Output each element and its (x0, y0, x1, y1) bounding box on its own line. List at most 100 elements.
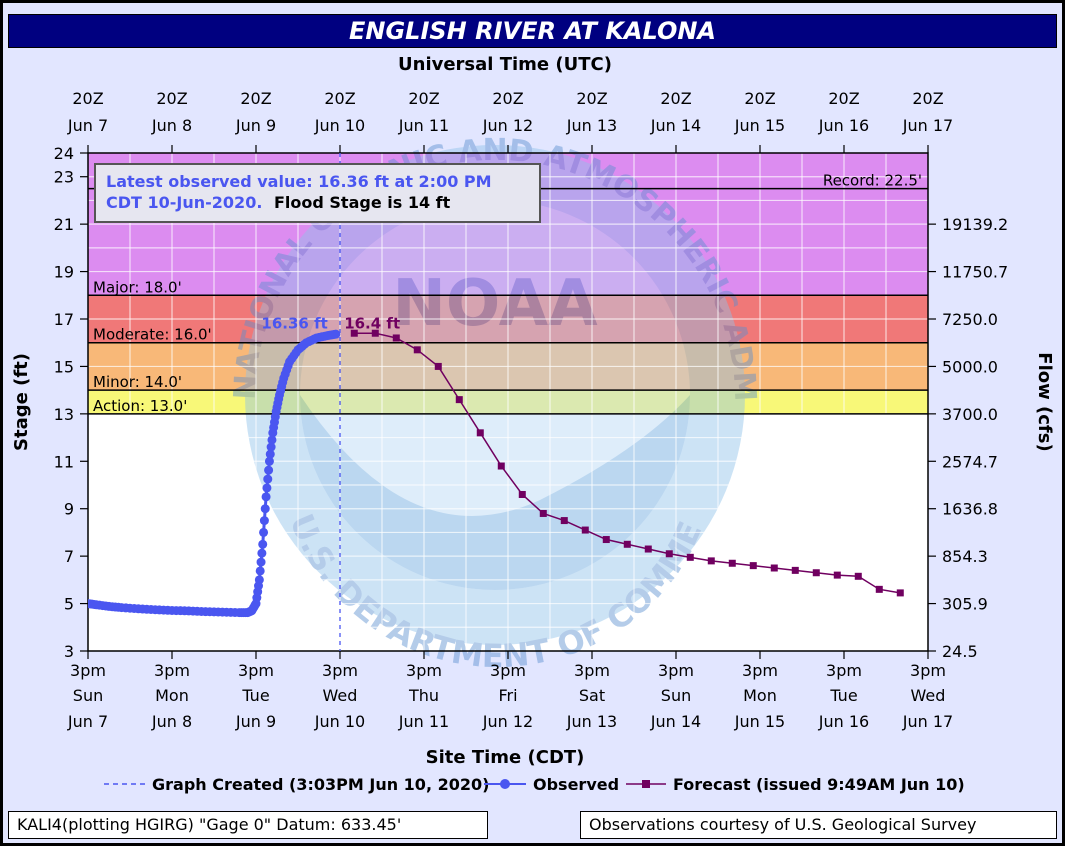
legend-forecast-marker (642, 780, 650, 788)
top-tick-label-date: Jun 7 (67, 116, 108, 135)
left-tick-label: 17 (54, 310, 74, 329)
observed-point (259, 527, 269, 537)
bottom-tick-label-time: 3pm (322, 661, 358, 680)
bottom-tick-label-time: 3pm (406, 661, 442, 680)
right-tick-label: 5000.0 (942, 357, 998, 376)
observed-point (263, 474, 273, 484)
forecast-point (749, 562, 757, 570)
top-tick-label-time: 20Z (744, 89, 775, 108)
top-tick-label-date: Jun 11 (398, 116, 449, 135)
observed-point (266, 442, 276, 452)
bottom-tick-label-day: Tue (241, 686, 269, 705)
bottom-tick-label-date: Jun 9 (235, 712, 276, 731)
forecast-point (812, 569, 820, 577)
observed-point (256, 557, 266, 567)
category-label-major: Major: 18.0' (93, 278, 182, 296)
bottom-tick-label-date: Jun 12 (482, 712, 533, 731)
top-tick-label-time: 20Z (912, 89, 943, 108)
top-tick-label-date: Jun 15 (734, 116, 785, 135)
top-tick-label-time: 20Z (72, 89, 103, 108)
bottom-axis-title: Site Time (CDT) (426, 747, 585, 768)
left-tick-label: 11 (54, 452, 74, 471)
top-tick-label-date: Jun 13 (566, 116, 617, 135)
category-label-action: Action: 13.0' (93, 397, 187, 415)
top-tick-label-time: 20Z (408, 89, 439, 108)
top-axis-title: Universal Time (UTC) (398, 54, 612, 75)
bottom-tick-label-time: 3pm (70, 661, 106, 680)
observed-point (257, 548, 267, 558)
observed-point (258, 539, 268, 549)
top-tick-label-time: 20Z (576, 89, 607, 108)
forecast-point (623, 540, 631, 548)
latest-line2-flood: Flood Stage is 14 ft (274, 193, 451, 212)
bottom-tick-label-day: Sat (579, 686, 605, 705)
right-tick-label: 7250.0 (942, 310, 998, 329)
bottom-tick-label-date: Jun 16 (818, 712, 869, 731)
forecast-point (434, 362, 442, 370)
forecast-point (392, 334, 400, 342)
left-tick-label: 13 (54, 405, 74, 424)
forecast-point (833, 571, 841, 579)
legend-created-label: Graph Created (3:03PM Jun 10, 2020) (152, 775, 489, 794)
left-tick-label: 19 (54, 263, 74, 282)
top-tick-label-date: Jun 10 (314, 116, 365, 135)
bottom-tick-label-day: Sun (661, 686, 691, 705)
left-tick-label: 7 (64, 547, 74, 566)
right-tick-label: 11750.7 (942, 263, 1008, 282)
bottom-tick-label-date: Jun 15 (734, 712, 785, 731)
observed-point (264, 465, 274, 475)
forecast-point (770, 564, 778, 572)
forecast-peak-label: 16.4 ft (344, 315, 400, 333)
latest-line2-date: CDT 10-Jun-2020. (106, 193, 262, 212)
legend-observed-marker (500, 779, 510, 789)
forecast-point (728, 559, 736, 567)
top-tick-label-time: 20Z (240, 89, 271, 108)
right-axis-title: Flow (cfs) (1034, 352, 1055, 451)
forecast-point (455, 396, 463, 404)
observed-point (261, 492, 271, 502)
left-tick-label: 5 (64, 595, 74, 614)
left-tick-label: 15 (54, 357, 74, 376)
left-tick-label: 21 (54, 215, 74, 234)
bottom-tick-label-day: Thu (408, 686, 439, 705)
bottom-tick-label-time: 3pm (742, 661, 778, 680)
forecast-point (560, 517, 568, 525)
observed-peak-label: 16.36 ft (261, 315, 327, 333)
forecast-point (581, 526, 589, 534)
observed-point (255, 566, 265, 576)
top-tick-label-date: Jun 8 (151, 116, 192, 135)
bottom-tick-label-date: Jun 13 (566, 712, 617, 731)
bottom-tick-label-time: 3pm (826, 661, 862, 680)
forecast-point (371, 329, 379, 337)
bottom-tick-label-day: Mon (155, 686, 189, 705)
observed-point (331, 329, 341, 339)
left-tick-label: 3 (64, 642, 74, 661)
bottom-tick-label-time: 3pm (154, 661, 190, 680)
category-label-minor: Minor: 14.0' (93, 373, 182, 391)
top-tick-label-time: 20Z (324, 89, 355, 108)
forecast-point (644, 545, 652, 553)
right-tick-label: 854.3 (942, 547, 988, 566)
observed-point (267, 435, 277, 445)
bottom-tick-label-day: Fri (498, 686, 517, 705)
right-tick-label: 24.5 (942, 642, 978, 661)
forecast-point (602, 536, 610, 544)
forecast-point (665, 550, 673, 558)
watermark-center-text: NOAA (392, 267, 598, 341)
bottom-tick-label-date: Jun 14 (650, 712, 701, 731)
forecast-point (686, 553, 694, 561)
legend-observed-label: Observed (533, 775, 619, 794)
bottom-tick-label-day: Wed (323, 686, 358, 705)
right-tick-label: 19139.2 (942, 215, 1008, 234)
chart-title: ENGLISH RIVER AT KALONA (8, 14, 1057, 48)
bottom-tick-label-day: Sun (73, 686, 103, 705)
bottom-tick-label-time: 3pm (574, 661, 610, 680)
forecast-point (539, 509, 547, 517)
source-footer: Observations courtesy of U.S. Geological… (580, 811, 1057, 839)
forecast-point (791, 566, 799, 574)
legend-forecast-label: Forecast (issued 9:49AM Jun 10) (673, 775, 965, 794)
top-tick-label-time: 20Z (492, 89, 523, 108)
observed-point (254, 575, 264, 585)
forecast-point (476, 429, 484, 437)
